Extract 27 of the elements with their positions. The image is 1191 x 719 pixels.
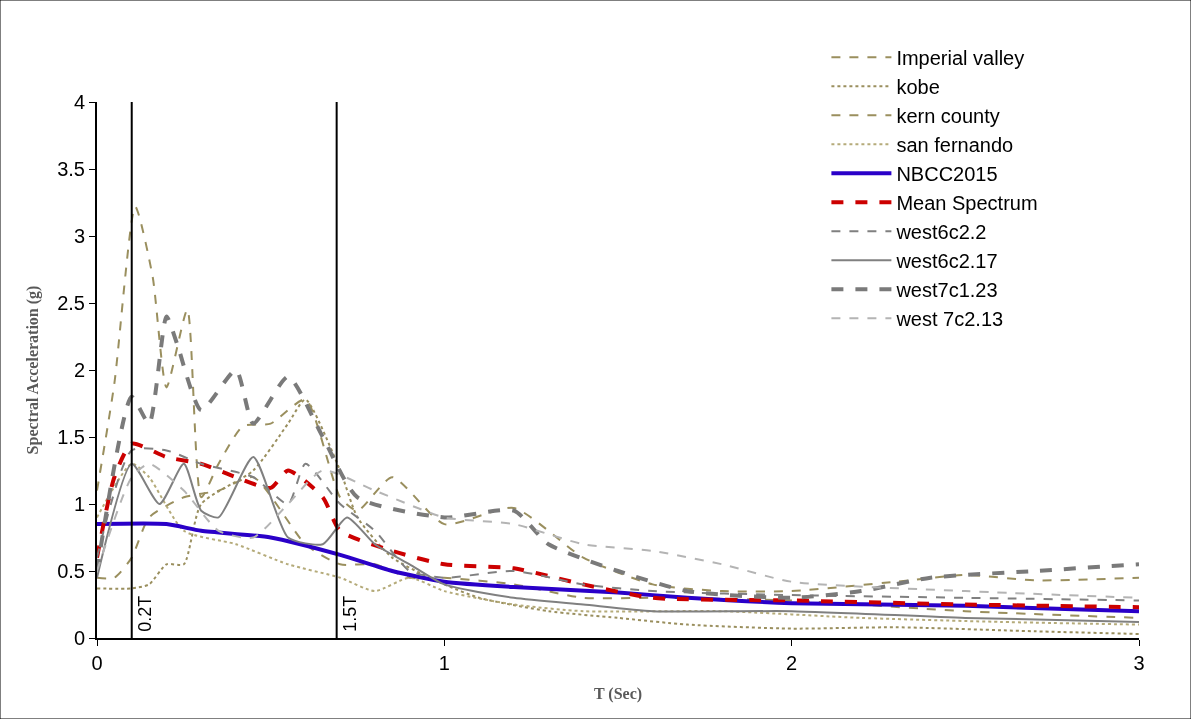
y-tick-label: 4 — [73, 91, 85, 113]
x-axis-title: T (Sec) — [593, 685, 643, 704]
legend-label: san fernando — [896, 133, 1014, 156]
y-tick-label: 3.5 — [57, 158, 85, 180]
x-tick-label: 3 — [1133, 652, 1145, 674]
legend-label: west6c2.2 — [895, 220, 987, 243]
legend-label: NBCC2015 — [896, 162, 998, 185]
legend-label: west6c2.17 — [895, 249, 998, 272]
y-tick-label: 2.5 — [57, 292, 85, 314]
y-tick-label: 3 — [73, 225, 85, 247]
legend-label: Mean Spectrum — [896, 191, 1038, 214]
legend-label: kern county — [896, 104, 1000, 127]
legend-label: west 7c2.13 — [895, 307, 1004, 330]
x-tick-label: 0 — [91, 652, 103, 674]
ref-line-label: 1.5T — [339, 595, 360, 632]
y-tick-label: 0.5 — [57, 560, 85, 582]
x-tick-label: 1 — [438, 652, 450, 674]
legend-label: kobe — [896, 75, 940, 98]
y-tick-label: 2 — [73, 359, 85, 381]
y-axis-title: Spectral Acceleration (g) — [23, 285, 42, 455]
y-tick-label: 1.5 — [57, 426, 85, 448]
legend-label: Imperial valley — [896, 46, 1025, 69]
ref-line-label: 0.2T — [134, 595, 155, 632]
legend-label: west7c1.23 — [895, 278, 998, 301]
y-tick-label: 1 — [73, 493, 85, 515]
y-tick-label: 0 — [73, 627, 85, 649]
x-tick-label: 2 — [786, 652, 798, 674]
